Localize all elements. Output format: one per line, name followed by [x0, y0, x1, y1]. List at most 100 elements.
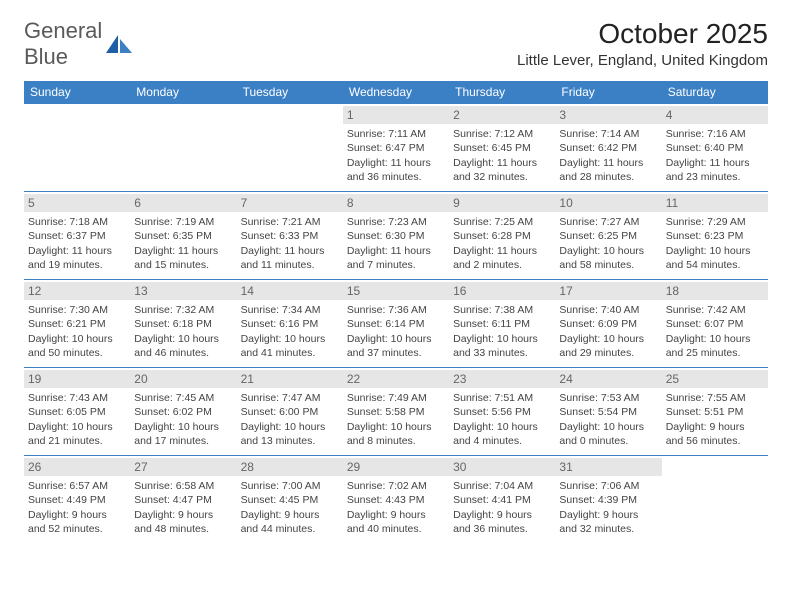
daylight-line-1: Daylight: 10 hours	[666, 244, 764, 258]
logo-sail-icon	[106, 35, 132, 53]
sunrise-line: Sunrise: 7:16 AM	[666, 127, 764, 141]
calendar-week-row: 5Sunrise: 7:18 AMSunset: 6:37 PMDaylight…	[24, 192, 768, 280]
sunset-line: Sunset: 6:21 PM	[28, 317, 126, 331]
daylight-line-2: and 48 minutes.	[134, 522, 232, 536]
sunrise-line: Sunrise: 7:32 AM	[134, 303, 232, 317]
day-number: 7	[237, 194, 343, 212]
sunrise-line: Sunrise: 7:21 AM	[241, 215, 339, 229]
calendar-cell	[662, 456, 768, 544]
calendar-cell: 9Sunrise: 7:25 AMSunset: 6:28 PMDaylight…	[449, 192, 555, 280]
daylight-line-2: and 13 minutes.	[241, 434, 339, 448]
daylight-line-2: and 25 minutes.	[666, 346, 764, 360]
daylight-line-1: Daylight: 11 hours	[134, 244, 232, 258]
calendar-cell: 22Sunrise: 7:49 AMSunset: 5:58 PMDayligh…	[343, 368, 449, 456]
sunset-line: Sunset: 5:51 PM	[666, 405, 764, 419]
calendar-cell: 8Sunrise: 7:23 AMSunset: 6:30 PMDaylight…	[343, 192, 449, 280]
sunset-line: Sunset: 6:23 PM	[666, 229, 764, 243]
daylight-line-2: and 50 minutes.	[28, 346, 126, 360]
daylight-line-1: Daylight: 10 hours	[666, 332, 764, 346]
daylight-line-1: Daylight: 9 hours	[241, 508, 339, 522]
sunset-line: Sunset: 4:43 PM	[347, 493, 445, 507]
sunset-line: Sunset: 5:54 PM	[559, 405, 657, 419]
daylight-line-2: and 33 minutes.	[453, 346, 551, 360]
sunrise-line: Sunrise: 7:29 AM	[666, 215, 764, 229]
calendar-cell: 14Sunrise: 7:34 AMSunset: 6:16 PMDayligh…	[237, 280, 343, 368]
day-number: 15	[343, 282, 449, 300]
sunset-line: Sunset: 6:11 PM	[453, 317, 551, 331]
sunrise-line: Sunrise: 7:38 AM	[453, 303, 551, 317]
daylight-line-2: and 11 minutes.	[241, 258, 339, 272]
daylight-line-2: and 28 minutes.	[559, 170, 657, 184]
calendar-cell: 17Sunrise: 7:40 AMSunset: 6:09 PMDayligh…	[555, 280, 661, 368]
day-number: 28	[237, 458, 343, 476]
calendar-cell: 11Sunrise: 7:29 AMSunset: 6:23 PMDayligh…	[662, 192, 768, 280]
sunrise-line: Sunrise: 7:36 AM	[347, 303, 445, 317]
sunset-line: Sunset: 4:39 PM	[559, 493, 657, 507]
daylight-line-1: Daylight: 10 hours	[347, 420, 445, 434]
sunset-line: Sunset: 6:02 PM	[134, 405, 232, 419]
sunrise-line: Sunrise: 7:53 AM	[559, 391, 657, 405]
month-title: October 2025	[517, 18, 768, 50]
daylight-line-2: and 32 minutes.	[453, 170, 551, 184]
calendar-cell: 27Sunrise: 6:58 AMSunset: 4:47 PMDayligh…	[130, 456, 236, 544]
day-number: 2	[449, 106, 555, 124]
daylight-line-1: Daylight: 11 hours	[453, 244, 551, 258]
calendar-cell	[237, 104, 343, 192]
calendar-cell: 15Sunrise: 7:36 AMSunset: 6:14 PMDayligh…	[343, 280, 449, 368]
day-number: 23	[449, 370, 555, 388]
logo-word-2: Blue	[24, 44, 68, 69]
calendar-week-row: 12 Sunrise: 7:30 AMSunset: 6:21 PM Dayligh…	[24, 280, 768, 368]
daylight-line-2: and 54 minutes.	[666, 258, 764, 272]
calendar-cell: 13Sunrise: 7:32 AMSunset: 6:18 PMDayligh…	[130, 280, 236, 368]
sunrise-line: Sunrise: 7:25 AM	[453, 215, 551, 229]
day-header: Tuesday	[237, 81, 343, 104]
day-header: Wednesday	[343, 81, 449, 104]
daylight-line-1: Daylight: 11 hours	[347, 244, 445, 258]
sunset-line: Sunset: 6:40 PM	[666, 141, 764, 155]
daylight-line-2: and 36 minutes.	[453, 522, 551, 536]
sunrise-line: Sunrise: 7:02 AM	[347, 479, 445, 493]
day-number: 19	[24, 370, 130, 388]
calendar-cell: 23Sunrise: 7:51 AMSunset: 5:56 PMDayligh…	[449, 368, 555, 456]
calendar-cell: 18Sunrise: 7:42 AMSunset: 6:07 PMDayligh…	[662, 280, 768, 368]
daylight-line-1: Daylight: 9 hours	[134, 508, 232, 522]
daylight-line-1: Daylight: 11 hours	[241, 244, 339, 258]
daylight-line-1: Daylight: 10 hours	[453, 420, 551, 434]
sunrise-line: Sunrise: 7:47 AM	[241, 391, 339, 405]
calendar-table: SundayMondayTuesdayWednesdayThursdayFrid…	[24, 81, 768, 544]
daylight-line-2: and 23 minutes.	[666, 170, 764, 184]
daylight-line-2: and 44 minutes.	[241, 522, 339, 536]
daylight-line-2: and 41 minutes.	[241, 346, 339, 360]
day-header: Sunday	[24, 81, 130, 104]
title-block: October 2025 Little Lever, England, Unit…	[517, 18, 768, 75]
sunrise-line: Sunrise: 7:18 AM	[28, 215, 126, 229]
sunrise-line: Sunrise: 7:51 AM	[453, 391, 551, 405]
daylight-line-2: and 21 minutes.	[28, 434, 126, 448]
day-header: Monday	[130, 81, 236, 104]
sunrise-line: Sunrise: 7:43 AM	[28, 391, 126, 405]
calendar-cell: 10Sunrise: 7:27 AMSunset: 6:25 PMDayligh…	[555, 192, 661, 280]
brand-logo: General Blue	[24, 18, 132, 70]
daylight-line-1: Daylight: 10 hours	[134, 420, 232, 434]
daylight-line-1: Daylight: 10 hours	[559, 244, 657, 258]
daylight-line-2: and 36 minutes.	[347, 170, 445, 184]
day-number: 21	[237, 370, 343, 388]
sunset-line: Sunset: 5:58 PM	[347, 405, 445, 419]
sunrise-line: Sunrise: 7:14 AM	[559, 127, 657, 141]
sunrise-line: Sunrise: 7:30 AM	[28, 303, 126, 317]
day-number: 4	[662, 106, 768, 124]
day-number: 17	[555, 282, 661, 300]
calendar-cell: 3Sunrise: 7:14 AMSunset: 6:42 PMDaylight…	[555, 104, 661, 192]
sunrise-line: Sunrise: 7:27 AM	[559, 215, 657, 229]
sunrise-line: Sunrise: 6:57 AM	[28, 479, 126, 493]
daylight-line-2: and 7 minutes.	[347, 258, 445, 272]
day-number: 3	[555, 106, 661, 124]
day-number: 12	[24, 282, 130, 300]
day-number: 27	[130, 458, 236, 476]
sunrise-line: Sunrise: 7:06 AM	[559, 479, 657, 493]
day-number: 20	[130, 370, 236, 388]
sunset-line: Sunset: 6:25 PM	[559, 229, 657, 243]
daylight-line-1: Daylight: 10 hours	[453, 332, 551, 346]
daylight-line-1: Daylight: 10 hours	[559, 332, 657, 346]
daylight-line-1: Daylight: 9 hours	[347, 508, 445, 522]
